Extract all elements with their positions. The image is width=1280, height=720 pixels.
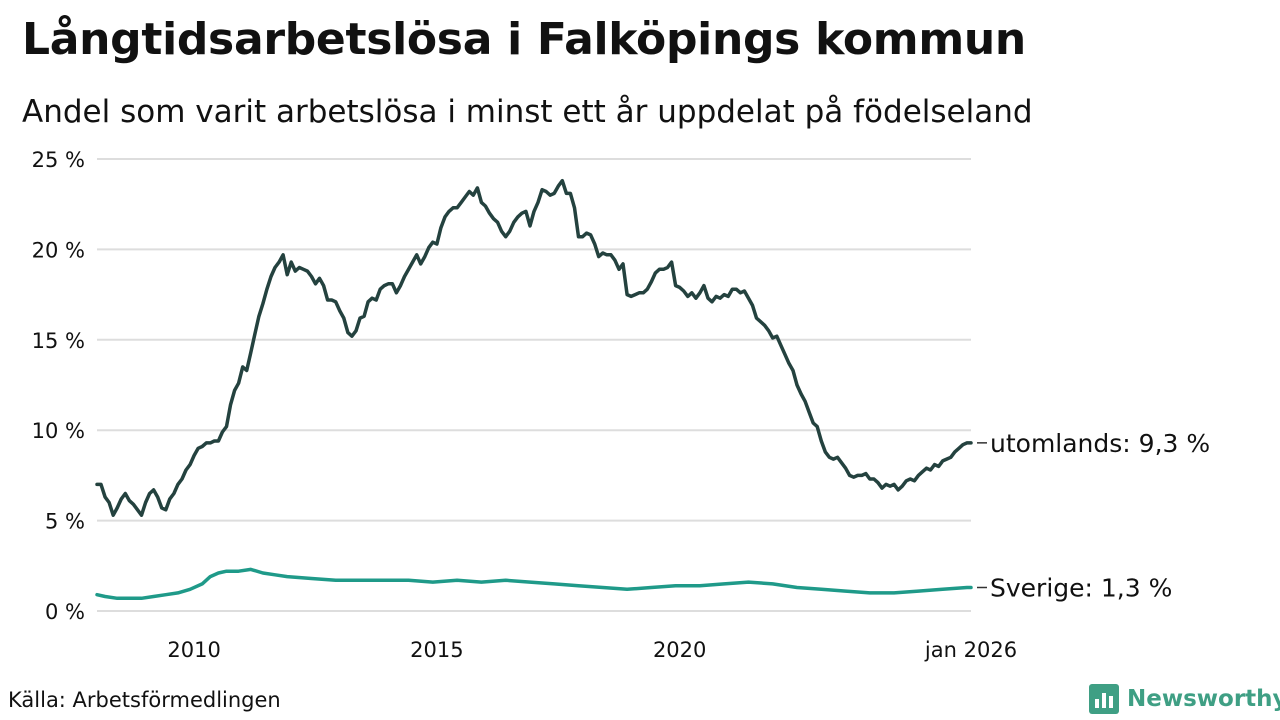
source-note: Källa: Arbetsförmedlingen (8, 688, 281, 712)
x-tick-label: 2020 (653, 638, 706, 662)
brand-logo: Newsworthy (1089, 684, 1280, 714)
x-tick-label: jan 2026 (924, 638, 1017, 662)
end-label-utomlands: utomlands: 9,3 % (990, 429, 1210, 458)
chart-subtitle: Andel som varit arbetslösa i minst ett å… (22, 94, 1033, 130)
x-axis-tick-labels: 2010 2015 2020 jan 2026 (167, 638, 1017, 662)
chart-title: Långtidsarbetslösa i Falköpings kommun (22, 14, 1026, 65)
y-tick-label: 10 % (32, 419, 85, 443)
newsworthy-logo-icon (1089, 684, 1119, 714)
gridlines (97, 158, 971, 612)
x-tick-label: 2015 (410, 638, 463, 662)
y-tick-label: 25 % (32, 148, 85, 172)
brand-name: Newsworthy (1127, 686, 1280, 712)
y-tick-label: 0 % (45, 600, 85, 624)
x-tick-label: 2010 (167, 638, 220, 662)
series-end-labels: utomlands: 9,3 % Sverige: 1,3 % (977, 429, 1210, 602)
y-axis-tick-labels: 0 % 5 % 10 % 15 % 20 % 25 % (32, 148, 85, 624)
series-line-sverige (95, 567, 973, 601)
y-tick-label: 15 % (32, 329, 85, 353)
y-tick-label: 5 % (45, 510, 85, 534)
series-line-utomlands (95, 178, 973, 517)
end-label-sverige: Sverige: 1,3 % (990, 573, 1172, 602)
series-lines (95, 178, 973, 601)
y-tick-label: 20 % (32, 238, 85, 262)
